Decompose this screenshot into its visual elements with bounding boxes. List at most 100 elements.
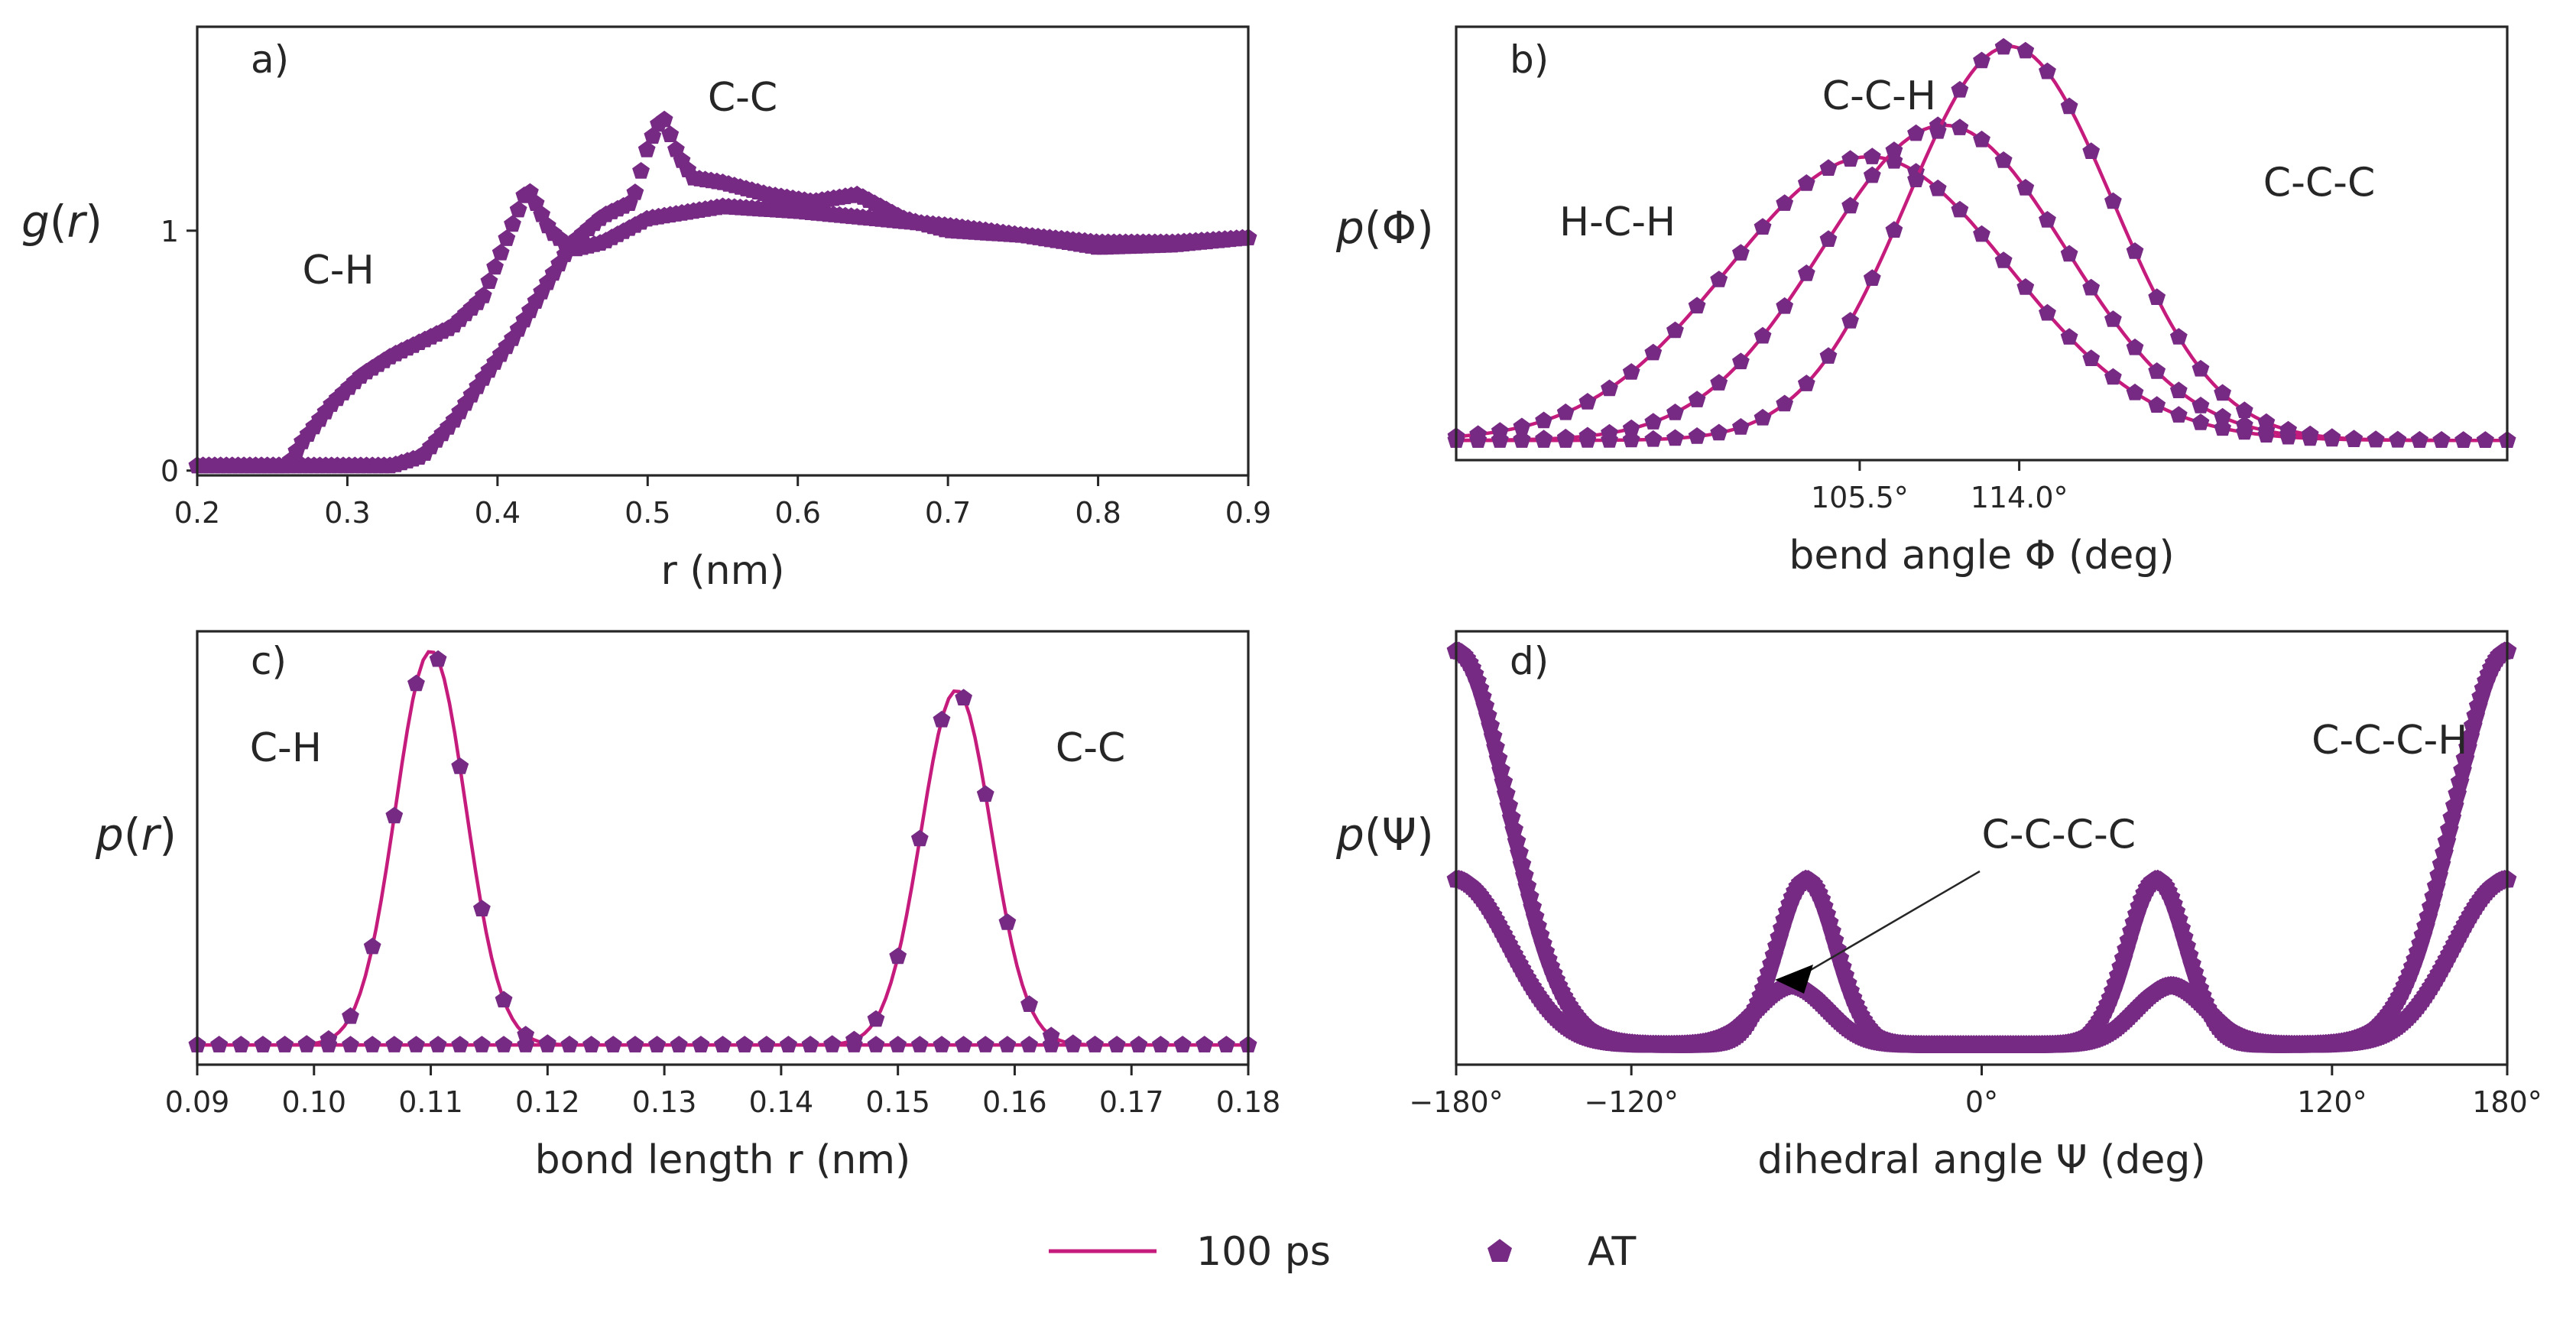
data-point (1776, 194, 1794, 211)
panel-tag: c) (251, 639, 287, 683)
x-tick-label: 0.3 (324, 496, 370, 530)
data-point (1601, 430, 1618, 448)
data-point (1644, 343, 1663, 361)
data-point (2411, 431, 2428, 448)
data-point (823, 1035, 842, 1052)
data-point (604, 1036, 622, 1052)
data-point (801, 1036, 819, 1052)
x-tick-label: 0.2 (174, 496, 220, 530)
data-point (1644, 430, 1663, 447)
data-point (1994, 251, 2013, 268)
data-point (509, 200, 527, 218)
data-point (342, 1036, 359, 1052)
series-markers-c-c (188, 689, 1257, 1052)
data-point (1951, 200, 1969, 218)
data-point (933, 1036, 951, 1052)
data-point (1797, 264, 1815, 281)
plot-frame (196, 25, 1250, 477)
x-tick-label: 0.7 (925, 496, 971, 530)
plot-frame (1455, 25, 2509, 462)
data-point (2104, 368, 2122, 385)
data-point (517, 1026, 535, 1043)
data-point (1710, 423, 1728, 441)
data-point (1732, 244, 1750, 261)
panel-tag: d) (1510, 639, 1549, 683)
data-point (297, 1036, 316, 1052)
x-tick-label: 0.8 (1075, 496, 1121, 530)
data-point (2235, 416, 2253, 433)
data-point (1513, 417, 1531, 435)
x-tick-label: 0.16 (982, 1085, 1047, 1119)
data-point (1666, 429, 1684, 446)
data-point (1622, 430, 1640, 448)
x-tick-label: 0.17 (1099, 1085, 1164, 1119)
annotation-arrow-line (1796, 870, 1981, 980)
y-axis-label: p(Φ) (1335, 202, 1434, 254)
data-point (2060, 245, 2078, 262)
x-tick-label: 0.11 (398, 1085, 463, 1119)
data-point (2148, 288, 2166, 305)
data-point (1086, 1036, 1104, 1052)
data-point (1797, 174, 1815, 191)
x-tick-label: 0.09 (165, 1085, 230, 1119)
data-point (955, 689, 972, 705)
plot-frame (196, 630, 1250, 1066)
data-point (2082, 278, 2101, 296)
data-point (1688, 427, 1706, 444)
panel-tag: b) (1510, 37, 1549, 82)
data-point (2148, 396, 2166, 413)
data-point (889, 947, 907, 965)
data-point (1929, 122, 1947, 139)
data-point (1841, 150, 1859, 167)
data-point (2169, 406, 2188, 423)
series-group (188, 110, 1257, 474)
annotation-arrowhead (1775, 965, 1813, 994)
data-point (889, 1036, 907, 1052)
data-point (1819, 159, 1838, 176)
data-point (976, 1036, 994, 1052)
data-point (670, 1036, 688, 1052)
legend-marker-swatch (1488, 1239, 1512, 1262)
data-point (692, 1036, 710, 1052)
data-point (1688, 297, 1706, 314)
legend-line-label: 100 ps (1196, 1229, 1331, 1275)
data-point (1042, 1026, 1060, 1044)
data-point (560, 1036, 579, 1052)
data-point (2126, 383, 2144, 400)
annotation-label: C-C (1056, 725, 1125, 771)
x-tick-label: 120° (2297, 1085, 2367, 1119)
data-point (1973, 130, 1990, 148)
data-point (1491, 431, 1509, 448)
panel-tag: a) (251, 37, 289, 82)
data-point (1973, 225, 1990, 242)
data-point (1469, 431, 1488, 448)
series-markers-c-h (188, 650, 1257, 1052)
panel-b: 105.5° 114.0° H-C-H C-C-H C-C-C b) bend angle … (1335, 25, 2516, 579)
x-tick-label: 0.18 (1216, 1085, 1281, 1119)
data-point (735, 1036, 754, 1052)
data-point (2060, 97, 2078, 115)
series-markers-c-c (188, 110, 1257, 474)
data-point (2082, 142, 2101, 159)
x-tick-label: 0.13 (632, 1085, 697, 1119)
x-tick-label: −120° (1584, 1085, 1678, 1119)
data-point (363, 937, 381, 955)
data-point (1513, 431, 1531, 448)
data-point (2301, 425, 2319, 443)
data-point (517, 1036, 535, 1052)
data-point (2060, 328, 2078, 345)
data-point (429, 1036, 447, 1052)
data-point (910, 829, 929, 847)
y-tick-label: 0 (161, 455, 179, 488)
data-point (1994, 151, 2013, 168)
data-point (2432, 431, 2451, 448)
plot-frame (1455, 630, 2509, 1066)
data-point (504, 215, 521, 232)
data-point (2169, 328, 2188, 345)
data-point (2389, 430, 2407, 448)
data-point (1622, 363, 1640, 380)
data-point (2192, 359, 2210, 377)
data-point (2016, 41, 2035, 59)
data-point (1863, 166, 1881, 183)
